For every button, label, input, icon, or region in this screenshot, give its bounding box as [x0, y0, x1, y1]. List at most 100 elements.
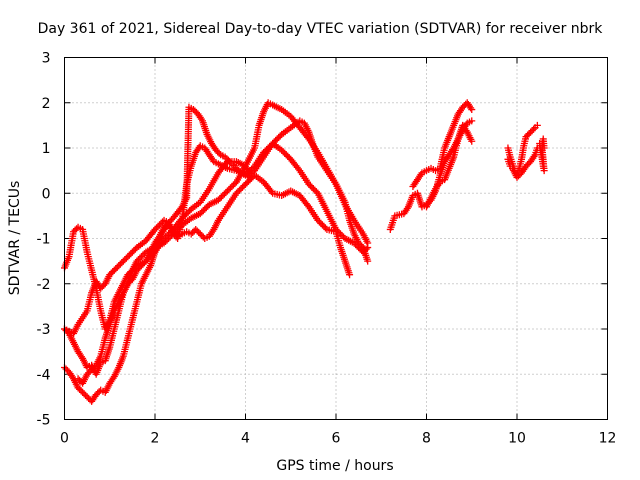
- data-point: [232, 189, 240, 197]
- y-tick-label: 1: [42, 141, 51, 157]
- data-point: [304, 133, 312, 141]
- data-point: [98, 283, 106, 291]
- data-point: [122, 254, 130, 262]
- data-point: [137, 253, 145, 261]
- data-point: [242, 180, 249, 188]
- data-point: [513, 173, 521, 181]
- data-point: [74, 384, 82, 392]
- data-point: [82, 391, 90, 399]
- data-point: [134, 265, 142, 273]
- data-point: [524, 161, 532, 169]
- plot-frame: [64, 57, 608, 420]
- data-point: [113, 263, 121, 271]
- data-point: [106, 271, 114, 279]
- data-point: [222, 188, 230, 196]
- data-point: [76, 385, 84, 393]
- data-point: [125, 278, 133, 286]
- x-tick-labels: 0 2 4 6 8 10 12: [60, 431, 616, 447]
- data-point: [352, 241, 360, 249]
- data-point: [128, 248, 136, 256]
- data-point: [89, 364, 97, 372]
- data-point: [273, 135, 281, 143]
- data-point: [215, 149, 223, 157]
- data-point: [362, 245, 370, 253]
- data-point: [198, 208, 206, 216]
- data-point: [199, 207, 207, 215]
- x-tick-label: 2: [151, 431, 160, 447]
- data-point: [118, 259, 126, 267]
- x-tick-label: 12: [599, 431, 617, 447]
- data-point: [350, 239, 358, 247]
- data-point: [191, 107, 199, 115]
- data-point: [153, 224, 161, 232]
- data-point: [92, 391, 100, 399]
- data-point: [235, 186, 243, 194]
- data-point: [74, 375, 82, 383]
- data-point: [219, 192, 227, 200]
- series-trace-5: [74, 103, 254, 387]
- data-point: [201, 205, 209, 213]
- data-point: [318, 221, 326, 229]
- data-point: [240, 182, 248, 190]
- data-point: [248, 165, 256, 173]
- data-point: [125, 251, 133, 259]
- data-point: [163, 220, 171, 228]
- data-point: [527, 128, 535, 136]
- series-trace-3: [61, 171, 354, 405]
- data-point: [107, 269, 115, 277]
- data-point: [166, 217, 174, 225]
- series-trace-6: [386, 121, 476, 233]
- data-point: [243, 179, 251, 187]
- y-tick-label: -1: [37, 232, 51, 248]
- data-point: [226, 184, 234, 192]
- data-point: [356, 245, 364, 253]
- data-point: [162, 238, 170, 246]
- data-point: [238, 183, 246, 191]
- data-point: [189, 228, 197, 236]
- data-point: [338, 231, 346, 239]
- data-point: [353, 242, 361, 250]
- data-point: [202, 204, 210, 212]
- data-point: [134, 256, 142, 264]
- data-point: [119, 257, 127, 265]
- data-point: [192, 225, 200, 233]
- data-point: [127, 250, 135, 258]
- data-point: [136, 263, 144, 271]
- data-point: [157, 219, 165, 227]
- data-point: [79, 388, 87, 396]
- y-tick-label: -2: [37, 277, 51, 293]
- data-point: [522, 162, 530, 170]
- data-point: [266, 142, 274, 150]
- data-point: [165, 235, 173, 242]
- data-point: [261, 147, 269, 155]
- data-point: [115, 262, 123, 270]
- data-point: [359, 248, 367, 256]
- data-point: [151, 225, 159, 233]
- data-point: [86, 367, 94, 375]
- data-point: [169, 230, 177, 238]
- series-trace-11: [536, 135, 548, 175]
- data-point: [284, 152, 292, 160]
- data-point: [246, 167, 254, 175]
- data-point: [216, 195, 224, 203]
- data-point: [198, 231, 206, 239]
- data-point: [160, 239, 168, 247]
- data-point: [195, 228, 203, 236]
- data-point: [540, 144, 548, 152]
- data-point: [530, 125, 538, 133]
- data-point: [515, 172, 523, 180]
- data-point: [130, 247, 138, 255]
- data-point: [312, 188, 320, 196]
- data-point: [524, 131, 532, 139]
- data-point: [124, 253, 132, 261]
- data-point: [468, 137, 476, 145]
- data-point: [317, 219, 325, 227]
- data-point: [267, 188, 275, 196]
- data-point: [193, 227, 201, 235]
- data-point: [228, 182, 236, 190]
- data-point: [174, 225, 182, 233]
- data-point: [245, 177, 253, 185]
- data-point: [94, 389, 102, 397]
